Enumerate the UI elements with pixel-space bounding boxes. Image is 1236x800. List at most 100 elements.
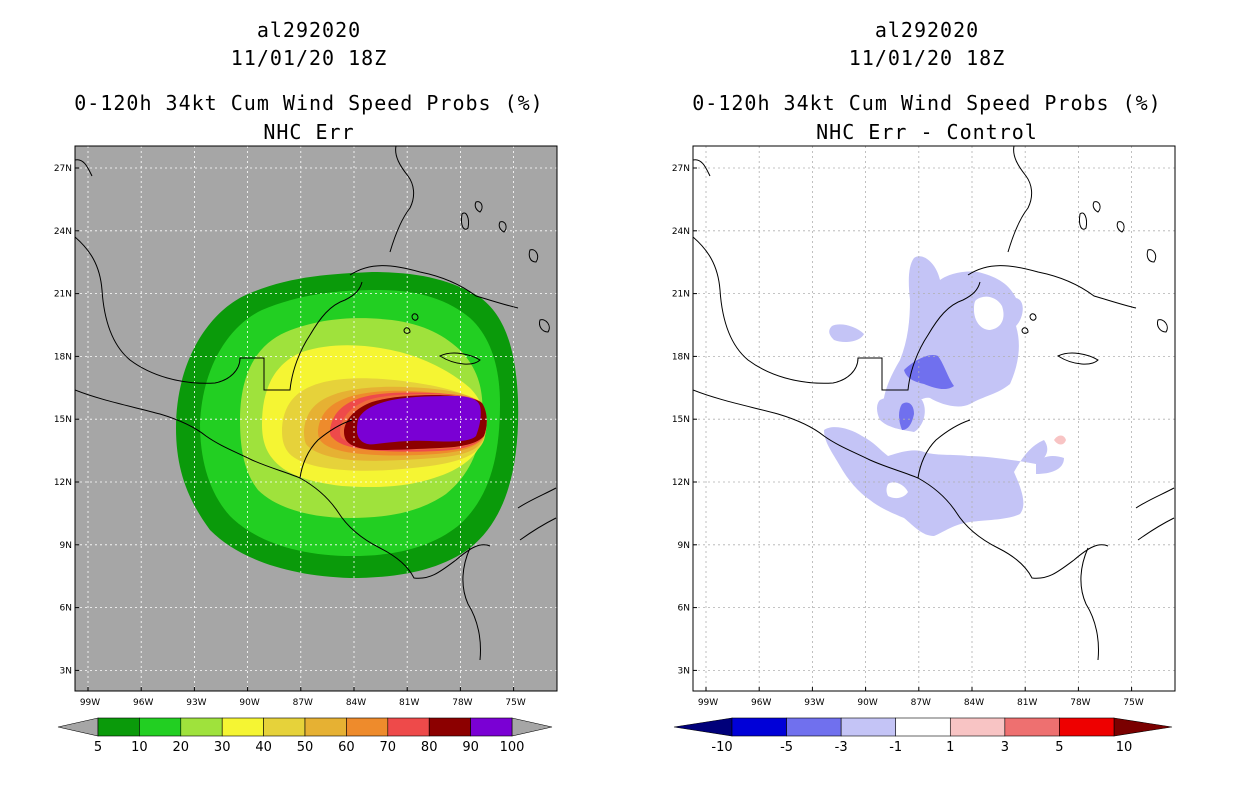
right-map: 99W 96W 93W 90W 87W 84W 81W 78W 75W 27N 24N 21N 18N 1… xyxy=(672,145,1176,708)
colorbar-label-6: 5 xyxy=(1055,740,1063,755)
tick-label-lon-78W: 78W xyxy=(1070,698,1090,708)
coastline-8 xyxy=(693,159,711,177)
island-2 xyxy=(1116,221,1125,233)
diff-white-hole xyxy=(974,296,1004,330)
diff-minus1-west xyxy=(829,324,864,342)
colorbar-label-3: -1 xyxy=(889,740,902,755)
colorbar-high-arrow xyxy=(1113,717,1173,737)
island-7 xyxy=(1021,327,1029,334)
gridlines xyxy=(75,146,557,691)
tick-label-lat-15N: 15N xyxy=(54,415,72,425)
tick-label-lat-18N: 18N xyxy=(54,352,72,362)
left-map: 99W 96W 93W 90W 87W 84W 81W 78W 75W 27N 24N 21N 18N 1… xyxy=(54,145,558,708)
island-4 xyxy=(539,319,550,333)
tick-label-lon-99W: 99W xyxy=(80,698,100,708)
tick-label-lon-81W: 81W xyxy=(399,698,419,708)
colorbar-segment-6 xyxy=(346,717,389,737)
colorbar-low-arrow xyxy=(673,717,733,737)
colorbar-label-10: 100 xyxy=(500,740,525,755)
map-frame xyxy=(74,145,558,692)
tick-label-lat-24N: 24N xyxy=(54,227,72,237)
coastline-7 xyxy=(389,146,415,253)
colorbar-segment-5 xyxy=(1004,717,1060,737)
axis-labels: 99W 96W 93W 90W 87W 84W 81W 78W 75W 27N 24N 21N 18N 1… xyxy=(672,164,1144,708)
right-title-product: 0-120h 34kt Cum Wind Speed Probs (%) xyxy=(692,91,1162,115)
coastline-2 xyxy=(75,389,491,579)
colorbar-segment-4 xyxy=(949,717,1006,737)
tick-label-lat-9N: 9N xyxy=(678,541,690,551)
island-2 xyxy=(498,221,507,233)
tick-label-lon-87W: 87W xyxy=(911,698,931,708)
colorbar-label-0: -10 xyxy=(711,740,732,755)
diff-minus1-south xyxy=(824,427,1048,536)
coastline-0 xyxy=(75,236,363,391)
diff-contours xyxy=(824,256,1066,536)
tick-label-lon-93W: 93W xyxy=(186,698,206,708)
colorbar-label-0: 5 xyxy=(94,740,102,755)
contour-100 xyxy=(357,396,481,445)
tick-label-lon-75W: 75W xyxy=(1123,698,1143,708)
diff-white-hole-2 xyxy=(886,482,908,499)
tick-label-lon-96W: 96W xyxy=(751,698,771,708)
tick-label-lat-3N: 3N xyxy=(678,666,690,676)
tick-label-lon-99W: 99W xyxy=(698,698,718,708)
tick-label-lat-24N: 24N xyxy=(672,227,690,237)
left-title-product: 0-120h 34kt Cum Wind Speed Probs (%) xyxy=(74,91,544,115)
coastline-8 xyxy=(75,159,93,177)
colorbar-label-2: 20 xyxy=(173,740,190,755)
tick-label-lon-84W: 84W xyxy=(964,698,984,708)
diff-minus3-b xyxy=(899,402,914,430)
island-6 xyxy=(1029,313,1037,321)
island-7 xyxy=(403,327,411,334)
coastlines xyxy=(75,146,557,661)
colorbar-segment-2 xyxy=(180,717,223,737)
tick-label-lon-87W: 87W xyxy=(293,698,313,708)
coastline-2 xyxy=(693,389,1109,579)
colorbar-high-arrow xyxy=(511,717,553,737)
diff-plus1 xyxy=(1054,435,1066,445)
island-3 xyxy=(528,249,539,263)
tick-label-lat-12N: 12N xyxy=(54,478,72,488)
diff-minus3-a xyxy=(904,354,954,390)
coastlines xyxy=(693,146,1175,661)
coastline-1 xyxy=(967,265,1137,309)
colorbar-label-7: 70 xyxy=(380,740,397,755)
colorbar-segment-3 xyxy=(221,717,264,737)
tick-label-lat-21N: 21N xyxy=(54,290,72,300)
colorbar-segment-7 xyxy=(387,717,430,737)
tick-label-lon-90W: 90W xyxy=(239,698,259,708)
colorbar-label-2: -3 xyxy=(835,740,848,755)
colorbar-segment-9 xyxy=(470,717,513,737)
tick-label-lon-93W: 93W xyxy=(804,698,824,708)
coastline-4 xyxy=(462,547,481,661)
coastline-3 xyxy=(917,419,971,479)
island-1 xyxy=(474,201,483,213)
colorbar-label-9: 90 xyxy=(462,740,479,755)
tick-label-lat-9N: 9N xyxy=(60,541,72,551)
coastline-6 xyxy=(519,517,557,541)
island-4 xyxy=(1157,319,1168,333)
colorbar-segment-6 xyxy=(1059,717,1115,737)
tick-label-lat-27N: 27N xyxy=(672,164,690,174)
coastline-3 xyxy=(299,419,353,479)
colorbar-label-5: 3 xyxy=(1001,740,1009,755)
colorbar-segment-3 xyxy=(895,717,951,737)
coastline-5 xyxy=(1135,487,1175,509)
tick-label-lat-15N: 15N xyxy=(672,415,690,425)
tick-label-lat-18N: 18N xyxy=(672,352,690,362)
coastline-7 xyxy=(1007,146,1033,253)
island-3 xyxy=(1146,249,1157,263)
tick-label-lon-81W: 81W xyxy=(1017,698,1037,708)
left-title-sub: NHC Err xyxy=(263,120,355,144)
coastline-1 xyxy=(349,265,519,309)
tick-label-lat-6N: 6N xyxy=(60,604,72,614)
colorbar-segment-0 xyxy=(97,717,140,737)
colorbar-label-1: 10 xyxy=(131,740,148,755)
colorbar-label-1: -5 xyxy=(780,740,793,755)
tick-label-lat-3N: 3N xyxy=(60,666,72,676)
tick-label-lon-84W: 84W xyxy=(346,698,366,708)
right-title-storm: al292020 xyxy=(874,18,980,42)
colorbar-label-8: 80 xyxy=(421,740,438,755)
colorbar-segment-5 xyxy=(304,717,347,737)
right-colorbar: -10 -5 -3 -1 1 3 5 10 xyxy=(673,717,1173,755)
